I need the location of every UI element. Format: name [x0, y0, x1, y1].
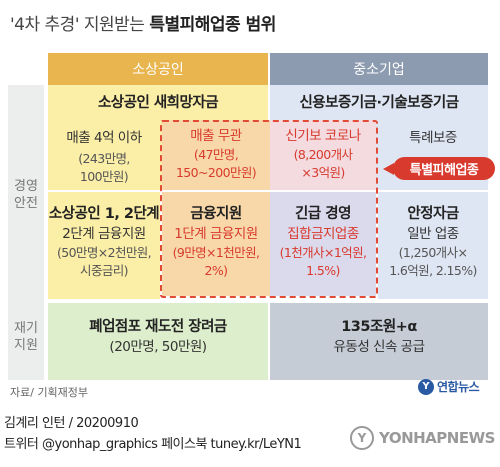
- watermark-text: YONHAPNEWS: [379, 429, 495, 447]
- urgent-line1: 집합금지업종: [287, 226, 359, 242]
- special-damage-outline: [160, 120, 378, 298]
- cell-special-guarantee: 특례보증: [378, 128, 488, 148]
- row-label-panel: [8, 85, 44, 380]
- sme-stage-line3: 시중금리): [80, 263, 128, 278]
- urgent-line3: 1.5%): [306, 263, 340, 278]
- credit-line: 김계리 인턴 / 20200910: [4, 416, 139, 431]
- row-label-management: 경영 안전: [8, 178, 44, 212]
- cell-sales-free: 매출 무관 (47만명, 150~200만원): [162, 120, 270, 190]
- sales-free-line1: (47만명,: [193, 147, 239, 162]
- sme-stage-line2: (50만명×2천만원,: [56, 245, 152, 260]
- stability-line1: 일반 업종: [407, 226, 459, 242]
- cell-finance: 금융지원 1단계 금융지원 (9만명×1천만원, 2%): [162, 192, 270, 296]
- finance-line1: 1단계 금융지원: [174, 226, 258, 242]
- kodit-corona-line1: (8,200개사: [293, 147, 353, 162]
- column-header-sme: 소상공인: [48, 53, 268, 85]
- urgent-title: 긴급 경영: [295, 206, 351, 222]
- sme-hope-line2: (243만명,: [78, 151, 130, 166]
- liquidity-title: 135조원+α: [341, 319, 417, 335]
- row-label-restart: 재기 지원: [8, 320, 44, 354]
- finance-line2: (9만명×1천만원,: [172, 245, 260, 260]
- row-label-restart-line2: 지원: [14, 338, 38, 353]
- row-label-management-line2: 안전: [14, 196, 38, 211]
- sales-free-line2: 150~200만원): [175, 165, 257, 180]
- globe-icon: Y: [418, 378, 434, 395]
- row-label-management-line1: 경영: [14, 179, 38, 194]
- stability-line2: (1,250개사×: [398, 245, 468, 260]
- cell-stability: 안정자금 일반 업종 (1,250개사× 1.6억원, 2.15%): [378, 192, 488, 299]
- sme-hope-title: 소상공인 새희망자금: [97, 95, 219, 111]
- closed-restart-line1: (20만명, 50만원): [109, 339, 207, 355]
- cell-sme-stage: 소상공인 1, 2단계 2단계 금융지원 (50만명×2천만원, 시중금리): [48, 192, 160, 299]
- infographic-title: '4차 추경' 지원받는 특별피해업종 범위: [10, 10, 276, 35]
- cell-sme-hope-title: 소상공인 새희망자금: [48, 93, 268, 113]
- source-note: 자료/ 기획재정부: [10, 386, 89, 399]
- cell-urgent: 긴급 경영 집합금지업종 (1천개사×1억원, 1.5%): [270, 192, 376, 296]
- sales-free-title: 매출 무관: [190, 128, 242, 144]
- title-bold: 특별피해업종 범위: [149, 15, 276, 35]
- row-label-restart-line1: 재기: [14, 321, 38, 336]
- badge-pointer: [383, 163, 394, 175]
- credit-guarantee-title: 신용보증기금·기술보증기금: [299, 95, 459, 111]
- cell-sme-hope-body: 매출 4억 이하 (243만명, 100만원): [48, 128, 160, 186]
- cell-closed-restart: 폐업점포 재도전 장려금 (20만명, 50만원): [48, 303, 268, 380]
- title-normal: '4차 추경' 지원받는: [10, 15, 150, 35]
- sme-stage-title: 소상공인 1, 2단계: [48, 206, 160, 222]
- sme-hope-line3: 100만원): [79, 169, 129, 184]
- cell-liquidity: 135조원+α 유동성 신속 공급: [270, 303, 488, 380]
- column-header-mid-company: 중소기업: [270, 53, 488, 85]
- cell-kodit-corona: 신기보 코로나 (8,200개사 ×3억원): [270, 120, 376, 190]
- kodit-corona-title: 신기보 코로나: [285, 128, 361, 144]
- finance-title: 금융지원: [190, 206, 242, 222]
- stability-line3: 1.6억원, 2.15%): [389, 263, 477, 278]
- kodit-corona-line2: ×3억원): [301, 165, 345, 180]
- watermark-logo-icon: Y: [350, 426, 374, 450]
- yonhap-logo: Y 연합뉴스: [418, 378, 480, 395]
- stability-title: 안정자금: [407, 206, 459, 222]
- social-line: 트위터 @yonhap_graphics 페이스북 tuney.kr/LeYN1: [4, 437, 302, 452]
- yonhapnews-watermark: Y YONHAPNEWS: [350, 423, 495, 453]
- closed-restart-title: 폐업점포 재도전 장려금: [89, 319, 227, 335]
- credit-guarantee-line1: 특례보증: [409, 130, 457, 146]
- logo-text: 연합뉴스: [437, 380, 480, 394]
- cell-credit-guarantee-title: 신용보증기금·기술보증기금: [270, 93, 488, 113]
- liquidity-line1: 유동성 신속 공급: [333, 339, 425, 355]
- sme-stage-line1: 2단계 금융지원: [62, 226, 146, 242]
- sme-hope-line1: 매출 4억 이하: [66, 130, 142, 146]
- finance-line3: 2%): [204, 263, 229, 278]
- urgent-line2: (1천개사×1억원,: [279, 245, 367, 260]
- special-damage-badge: 특별피해업종: [393, 157, 495, 180]
